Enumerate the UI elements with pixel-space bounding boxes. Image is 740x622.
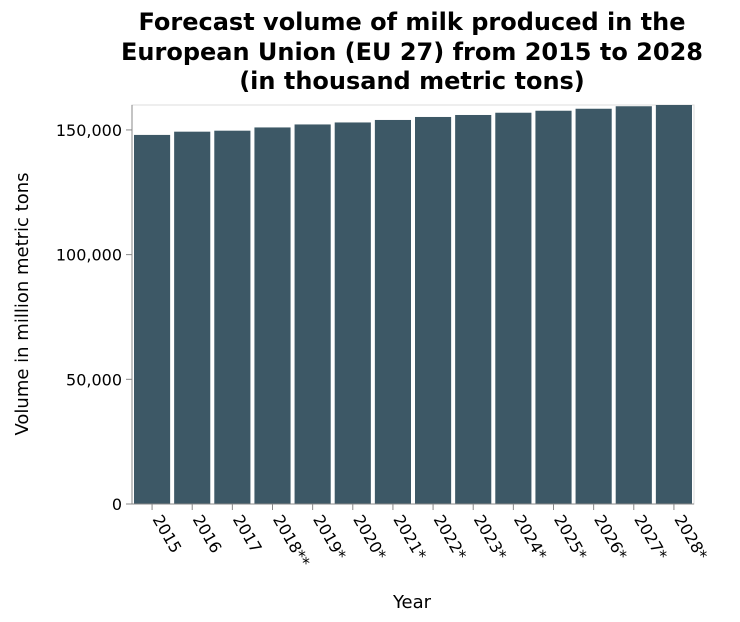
- x-tick-label: 2025*: [550, 512, 591, 564]
- x-tick-label: 2015: [149, 512, 186, 557]
- y-tick-label: 0: [112, 495, 122, 514]
- y-tick-label: 100,000: [56, 246, 122, 265]
- y-tick-label: 150,000: [56, 121, 122, 140]
- bar-2026: [575, 108, 612, 505]
- x-tick-label: 2019*: [309, 512, 350, 564]
- chart-title-line-1: Forecast volume of milk produced in the: [138, 8, 685, 36]
- bar-2020: [334, 122, 371, 505]
- x-tick-label: 2017: [229, 512, 266, 557]
- x-tick-label: 2028*: [670, 512, 711, 564]
- bar-2028: [655, 105, 692, 504]
- bar-2016: [174, 131, 211, 504]
- x-tick-label: 2016: [189, 512, 226, 557]
- bar-2024: [495, 112, 532, 504]
- chart-title-line-2: European Union (EU 27) from 2015 to 2028: [121, 38, 703, 66]
- bar-2021: [374, 119, 411, 505]
- x-tick-label: 2021*: [389, 512, 430, 564]
- bar-2017: [214, 130, 251, 504]
- bar-2027: [615, 106, 652, 504]
- x-axis: 2015 2016 2017 2018**2019* 2020* 2021* 2022* 20…: [132, 503, 711, 571]
- bars-group: [134, 105, 692, 505]
- bar-2025: [535, 110, 572, 505]
- x-tick-label: 2022*: [430, 512, 471, 564]
- x-tick-label: 2027*: [630, 512, 671, 564]
- x-tick-label: 2024*: [510, 512, 551, 564]
- x-tick-label: 2018**: [269, 512, 314, 571]
- x-tick-label: 2023*: [470, 512, 511, 564]
- bar-2015: [134, 134, 171, 505]
- bar-2018: [254, 127, 291, 504]
- y-axis-title: Volume in million metric tons: [12, 172, 33, 435]
- bar-2019: [294, 124, 331, 504]
- y-axis: 0 50,000 100,000 150,000: [56, 105, 133, 514]
- x-axis-title: Year: [392, 592, 432, 613]
- x-tick-label: 2026*: [590, 512, 631, 564]
- x-tick-label: 2020*: [349, 512, 390, 564]
- bar-2022: [415, 116, 452, 504]
- chart-title-line-3: (in thousand metric tons): [239, 67, 585, 95]
- y-tick-label: 50,000: [66, 370, 122, 389]
- bar-2023: [455, 114, 492, 504]
